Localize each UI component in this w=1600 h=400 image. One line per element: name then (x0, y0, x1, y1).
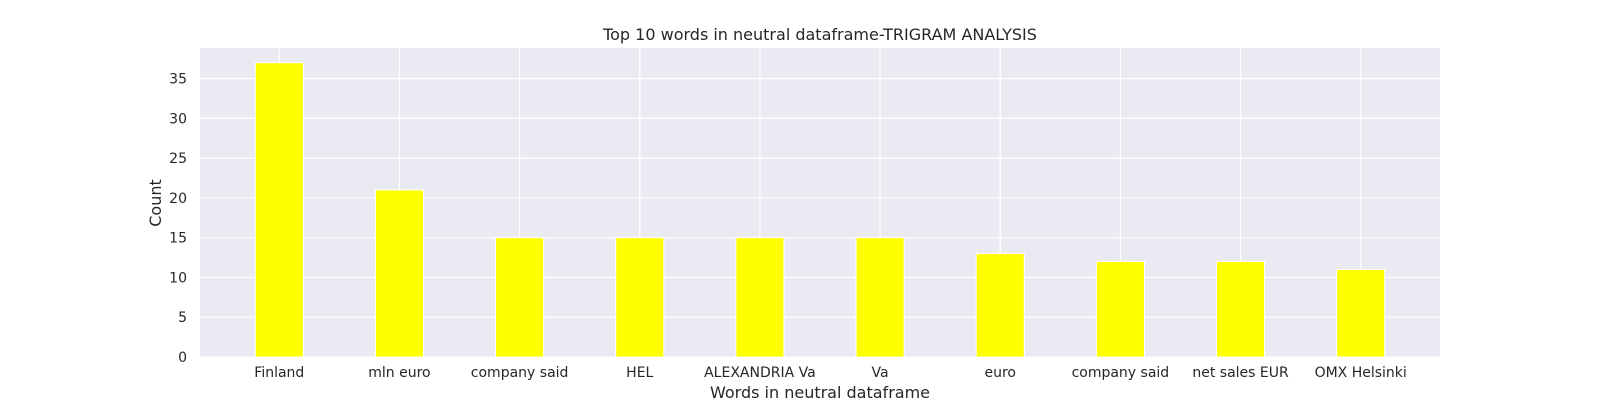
bar (855, 237, 905, 358)
y-tick-label: 25 (169, 151, 187, 167)
bar (735, 237, 785, 358)
chart-title: Top 10 words in neutral dataframe-TRIGRA… (602, 25, 1037, 44)
bar (374, 189, 424, 358)
y-tick-label: 10 (169, 270, 187, 286)
bar (1216, 261, 1266, 358)
y-axis-label: Count (146, 179, 165, 227)
bar (495, 237, 545, 358)
bar (254, 62, 304, 358)
x-tick-label: company said (1072, 365, 1170, 381)
x-tick-labels: Finland mln euro company said HEL ALEXANDRIA… (254, 365, 1407, 381)
y-tick-label: 0 (178, 350, 187, 366)
x-tick-label: net sales EUR (1192, 365, 1289, 381)
y-tick-label: 35 (169, 72, 187, 88)
y-tick-label: 5 (178, 310, 187, 326)
x-tick-label: company said (471, 365, 569, 381)
bar (1336, 269, 1386, 358)
bar (615, 237, 665, 358)
y-tick-label: 20 (169, 191, 187, 207)
x-tick-label: OMX Helsinki (1315, 365, 1407, 381)
x-tick-label: Va (872, 365, 889, 381)
x-axis-label: Words in neutral dataframe (710, 383, 930, 400)
y-tick-labels: 0 5 10 15 20 25 30 35 (169, 72, 187, 366)
x-tick-label: mln euro (368, 365, 430, 381)
y-tick-label: 30 (169, 111, 187, 127)
x-tick-label: HEL (626, 365, 653, 381)
y-tick-label: 15 (169, 231, 187, 247)
bars (254, 62, 1386, 358)
bar (975, 253, 1025, 358)
x-tick-label: euro (984, 365, 1016, 381)
bar (1095, 261, 1145, 358)
x-tick-label: Finland (254, 365, 304, 381)
x-tick-label: ALEXANDRIA Va (704, 365, 816, 381)
